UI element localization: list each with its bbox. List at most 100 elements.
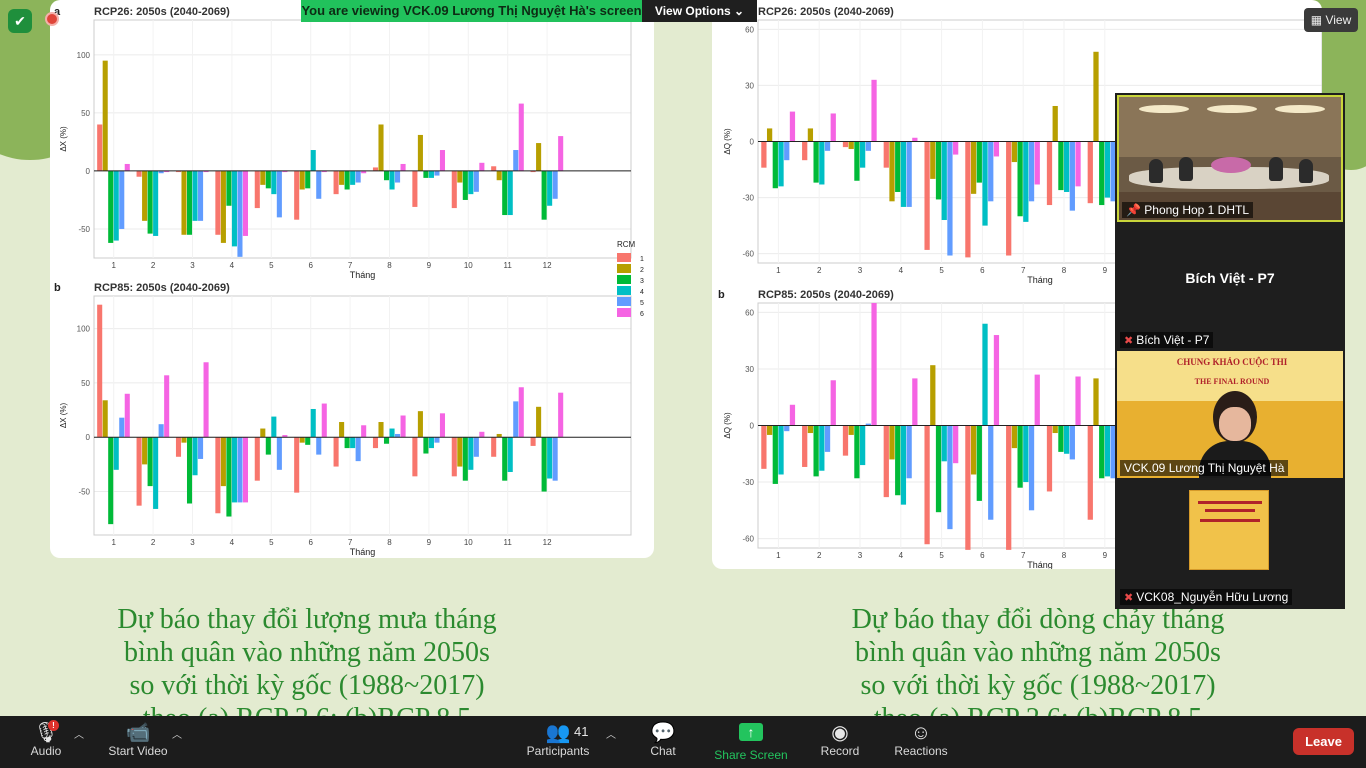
view-options-button[interactable]: View Options ⌄ (642, 0, 757, 22)
bar (198, 170, 204, 221)
x-tick-label: 3 (858, 551, 863, 560)
bar (468, 437, 474, 470)
bar (316, 437, 322, 455)
bar (819, 425, 825, 471)
audio-button[interactable]: 🎙 Audio (20, 716, 72, 768)
bar (136, 170, 142, 177)
audio-options-caret-icon[interactable]: ︿ (74, 730, 84, 741)
panel-label: a (54, 6, 61, 18)
legend-label: 6 (640, 311, 644, 318)
bar (784, 141, 790, 161)
y-axis-label: ΔQ (%) (723, 412, 732, 439)
bar (761, 141, 767, 168)
video-options-caret-icon[interactable]: ︿ (172, 730, 182, 741)
bar (912, 137, 918, 142)
video-tile[interactable]: ✖ VCK08_Nguyễn Hữu Lương (1117, 480, 1343, 607)
bar (260, 170, 266, 185)
bar (1023, 425, 1029, 483)
start-video-button[interactable]: 📹 Start Video (103, 716, 173, 768)
bar (848, 141, 854, 149)
bar (1052, 105, 1058, 142)
bar (970, 425, 977, 475)
share-screen-button[interactable]: ↑ Share Screen (712, 716, 790, 768)
bar (350, 437, 356, 449)
bar (361, 170, 367, 174)
attendee (1149, 159, 1163, 183)
bar (1052, 425, 1058, 434)
x-axis-label: Tháng (1027, 560, 1053, 569)
view-button[interactable]: ▦ View (1304, 8, 1358, 32)
share-screen-label: Share Screen (714, 748, 788, 762)
bar (491, 437, 497, 457)
bar (982, 141, 988, 226)
chat-button[interactable]: 💬 Chat (640, 716, 686, 768)
y-tick-label: 0 (86, 167, 91, 176)
participants-icon: 👥 (545, 722, 571, 744)
bar (1099, 425, 1105, 479)
bar (113, 437, 119, 470)
bar (842, 425, 849, 456)
bar (294, 437, 300, 493)
poster-line (1205, 509, 1255, 512)
bar (271, 416, 277, 438)
bar (988, 425, 994, 520)
bar (935, 425, 942, 513)
x-tick-label: 2 (817, 551, 822, 560)
record-label: Record (820, 744, 860, 758)
bar (1087, 141, 1093, 204)
bar (865, 141, 871, 151)
bar (552, 437, 558, 481)
legend-label: 4 (640, 289, 644, 296)
video-tile[interactable]: CHUNG KHẢO CUỘC THI THE FINAL ROUND VCK.… (1117, 351, 1343, 478)
x-tick-label: 6 (308, 261, 313, 270)
video-tile[interactable]: Bích Việt - P7 ✖ Bích Việt - P7 (1117, 223, 1343, 350)
chart-title: RCP26: 2050s (2040-2069) (758, 6, 894, 18)
bar (220, 170, 226, 243)
x-tick-label: 9 (427, 538, 432, 547)
ceiling-light (1139, 105, 1189, 113)
y-tick-label: -60 (742, 250, 754, 259)
bar (813, 425, 819, 477)
leave-button[interactable]: Leave (1293, 728, 1354, 755)
poster-line (1200, 519, 1260, 522)
plot-border (93, 295, 632, 536)
bar (451, 437, 457, 477)
participants-button[interactable]: 👥 Participants (522, 716, 594, 768)
bar (389, 170, 395, 190)
caption-line: theo (a) RCP 2.6; (b)RCP 8.5 (778, 702, 1298, 716)
bar (192, 437, 198, 476)
bar (1104, 425, 1111, 477)
bar (164, 375, 170, 438)
bar (860, 141, 866, 168)
bar (761, 425, 767, 469)
recording-indicator-icon (45, 12, 59, 26)
x-tick-label: 5 (269, 538, 274, 547)
record-button[interactable]: ◉ Record (814, 716, 866, 768)
x-tick-label: 9 (1103, 266, 1108, 275)
bar (536, 406, 542, 438)
reactions-label: Reactions (894, 744, 948, 758)
x-axis-label: Tháng (350, 547, 376, 557)
bar (871, 79, 877, 142)
bar (1075, 376, 1081, 426)
bar (97, 124, 103, 171)
security-shield-icon[interactable]: ✔ (8, 9, 32, 33)
video-tile[interactable]: 📌 Phong Hop 1 DHTL (1117, 95, 1343, 222)
bar (924, 425, 930, 545)
bar (260, 428, 266, 438)
participants-options-caret-icon[interactable]: ︿ (606, 730, 616, 741)
start-video-label: Start Video (108, 744, 168, 758)
bar (147, 170, 153, 234)
y-tick-label: 50 (81, 379, 90, 388)
bar (372, 167, 379, 171)
bar (333, 170, 339, 195)
bar (1110, 141, 1116, 202)
bar (935, 141, 942, 200)
reactions-button[interactable]: ☺ Reactions (890, 716, 952, 768)
y-tick-label: 0 (750, 138, 755, 147)
bar (395, 433, 401, 438)
legend-label: 1 (640, 256, 644, 263)
bar (102, 400, 108, 438)
bar (310, 150, 316, 171)
bar (541, 437, 547, 492)
